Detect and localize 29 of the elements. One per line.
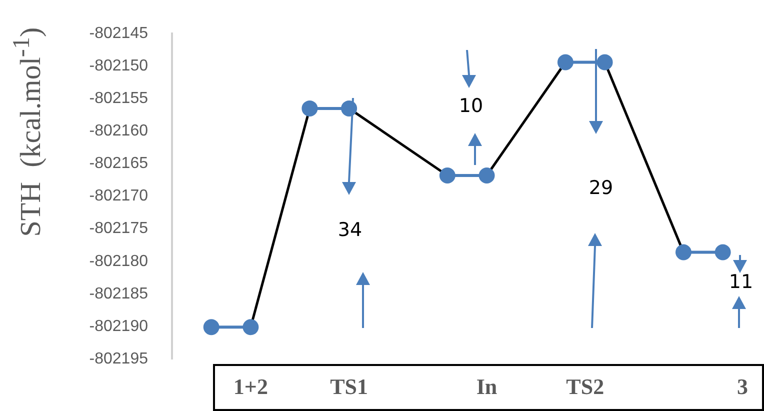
y-tick-label: -802180 — [89, 252, 148, 270]
point — [557, 54, 574, 70]
x-tick-label: TS1 — [330, 374, 368, 399]
point — [203, 319, 220, 336]
y-tick-label: -802170 — [89, 188, 148, 205]
annotation: 11 — [728, 271, 754, 293]
point — [714, 244, 731, 260]
point — [478, 167, 495, 184]
point — [596, 54, 613, 70]
point — [439, 167, 456, 184]
y-tick-label: -802160 — [89, 122, 148, 140]
point — [675, 244, 692, 260]
annotation: 29 — [588, 177, 614, 199]
y-tick-label: -802165 — [89, 155, 148, 172]
y-tick-label: -802155 — [89, 90, 148, 108]
point — [302, 100, 318, 116]
x-tick-label: 3 — [737, 374, 748, 399]
y-tick-label: -802185 — [89, 285, 148, 302]
y-tick-label: -802190 — [89, 318, 148, 335]
x-tick-label: 1+2 — [233, 374, 268, 399]
point — [242, 319, 259, 336]
x-tick-label: TS2 — [566, 374, 604, 399]
annotation: 10 — [458, 95, 484, 117]
x-tick-label: In — [476, 374, 498, 399]
y-tick-label: -802175 — [89, 220, 148, 238]
annotation: 34 — [338, 219, 362, 241]
y-tick-label: -802195 — [89, 350, 148, 368]
y-tick-label: -802145 — [89, 25, 148, 42]
y-tick-label: -802150 — [89, 58, 148, 75]
